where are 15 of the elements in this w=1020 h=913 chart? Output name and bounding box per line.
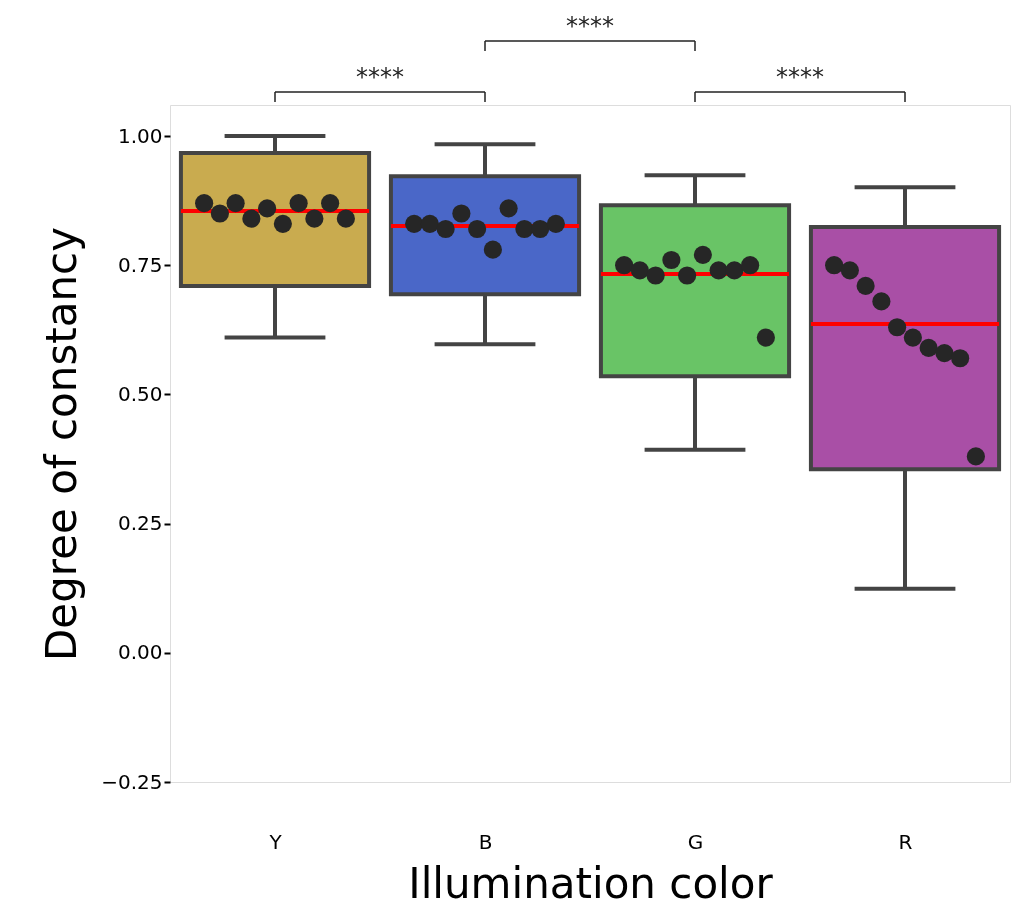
text: **** <box>356 63 404 91</box>
y-tick-label: 0.50 <box>117 381 163 406</box>
y-axis-title: Degree of constancy <box>37 226 87 662</box>
y-tick-label: 1.00 <box>117 123 163 148</box>
x-axis-title: Illumination color <box>408 858 774 908</box>
text: **** <box>566 12 614 40</box>
x-tick-label: G <box>687 829 704 854</box>
x-tick-label: Y <box>268 829 283 854</box>
y-tick-label: 0.00 <box>117 640 163 665</box>
y-tick-label: 0.75 <box>117 252 163 277</box>
text: **** <box>776 63 824 91</box>
y-tick-label: −0.25 <box>101 769 163 794</box>
y-tick-label: 0.25 <box>117 511 163 536</box>
x-tick-label: B <box>478 829 493 854</box>
x-tick-label: R <box>898 829 913 854</box>
